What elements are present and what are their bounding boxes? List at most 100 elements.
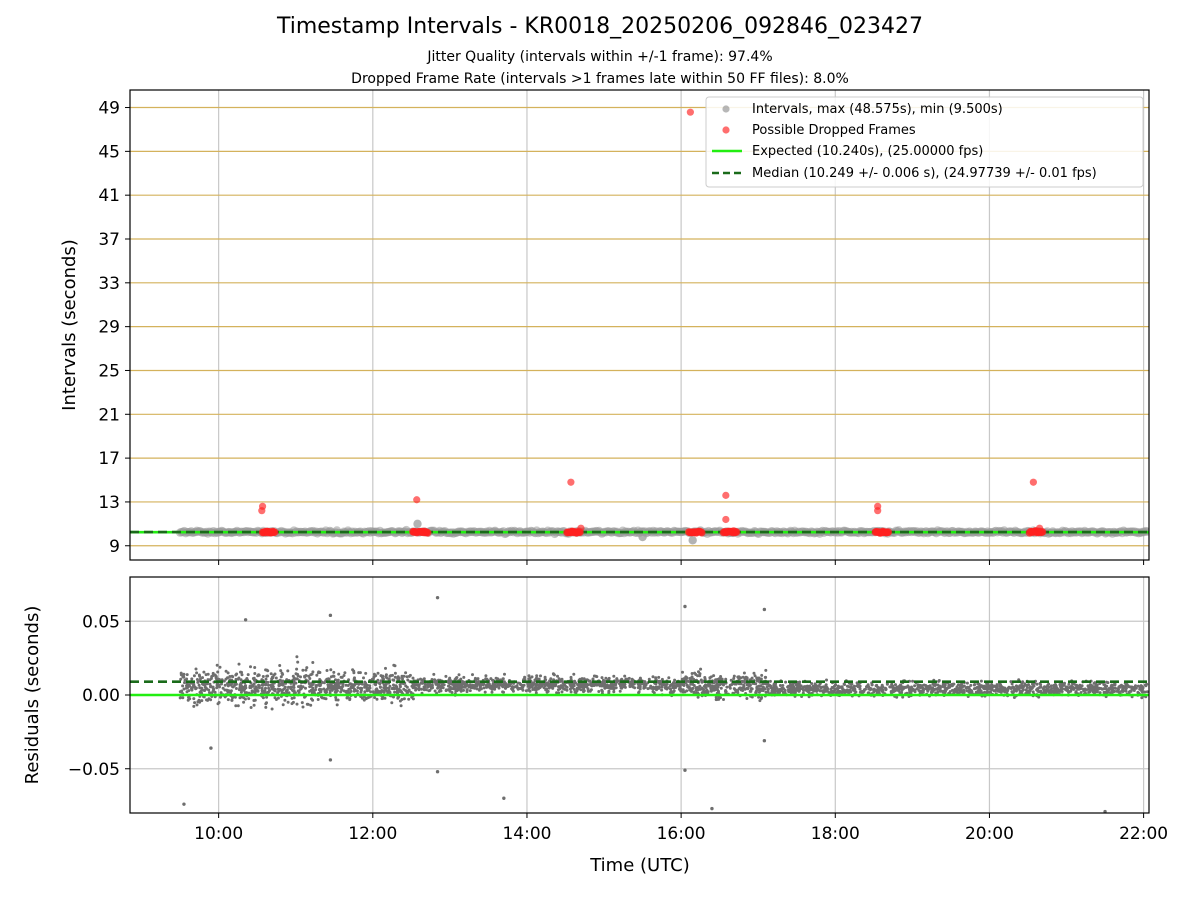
- residual-point: [985, 682, 989, 686]
- residual-point: [384, 673, 388, 677]
- residual-point: [936, 683, 940, 687]
- residual-point: [393, 690, 397, 694]
- residual-point: [388, 684, 392, 688]
- residual-point: [422, 688, 426, 692]
- residual-point: [200, 699, 204, 703]
- residual-point: [260, 689, 264, 693]
- legend-marker-intervals: [722, 105, 730, 113]
- residual-outlier-point: [209, 746, 213, 750]
- residual-point: [539, 674, 542, 678]
- residual-point: [270, 687, 274, 691]
- residual-point: [689, 677, 693, 681]
- residual-point: [296, 689, 300, 693]
- residual-point: [930, 686, 934, 690]
- residual-point: [190, 686, 194, 690]
- dropped-frame-outlier-point: [258, 507, 266, 515]
- residual-point: [215, 686, 219, 690]
- residual-point: [1045, 687, 1049, 691]
- residual-point: [459, 677, 463, 681]
- residual-point: [739, 682, 743, 686]
- residual-point: [286, 700, 290, 704]
- residual-point: [252, 676, 256, 680]
- residual-point: [755, 685, 759, 689]
- intervals-y-tick-label: 37: [98, 230, 120, 250]
- residual-point: [925, 687, 928, 691]
- residual-point: [402, 687, 406, 691]
- residual-point: [1098, 691, 1102, 695]
- residual-point: [407, 697, 411, 701]
- residual-point: [257, 686, 261, 690]
- residual-point: [200, 688, 204, 692]
- residual-point: [1141, 690, 1144, 694]
- residual-point: [737, 677, 741, 681]
- residual-point: [182, 687, 186, 691]
- residual-point: [461, 682, 465, 686]
- residual-point: [307, 682, 311, 686]
- dropped-frame-outlier-point: [567, 478, 575, 486]
- residual-point: [652, 691, 656, 695]
- residual-point: [901, 695, 905, 699]
- residual-point: [217, 683, 221, 687]
- residual-point: [795, 683, 798, 687]
- residual-point: [1143, 690, 1147, 694]
- residual-point: [551, 682, 554, 686]
- residual-point: [181, 674, 185, 678]
- residual-point: [433, 689, 437, 693]
- residual-point: [952, 689, 956, 693]
- intervals-y-tick-label: 49: [98, 99, 120, 119]
- residual-point: [401, 677, 404, 681]
- residual-point: [907, 688, 911, 691]
- residual-point: [891, 684, 895, 688]
- residual-point: [318, 684, 322, 688]
- residual-point: [823, 688, 827, 692]
- x-tick-label: 20:00: [965, 824, 1014, 844]
- residual-point: [281, 672, 285, 676]
- residual-point: [891, 687, 895, 691]
- residual-point: [569, 675, 573, 679]
- residual-point: [1079, 691, 1083, 694]
- residual-point: [235, 672, 239, 676]
- residual-point: [318, 671, 322, 674]
- residual-point: [651, 675, 655, 679]
- residual-point: [911, 679, 915, 683]
- residual-point: [490, 687, 494, 691]
- residual-point: [679, 689, 683, 693]
- residual-point: [292, 686, 296, 689]
- residual-point: [631, 685, 635, 689]
- residual-point: [568, 687, 572, 691]
- residual-point: [526, 682, 530, 686]
- residual-point: [311, 661, 315, 664]
- residual-point: [719, 675, 723, 678]
- residual-point: [602, 680, 606, 683]
- residual-point: [253, 698, 257, 702]
- residual-point: [719, 686, 723, 690]
- residual-point: [530, 675, 534, 679]
- residual-point: [463, 685, 467, 689]
- residual-point: [1095, 687, 1098, 691]
- residual-point: [485, 677, 489, 681]
- residual-point: [714, 698, 718, 702]
- residual-point: [487, 682, 491, 686]
- residual-point: [630, 677, 634, 681]
- residual-point: [363, 690, 367, 694]
- residual-point: [666, 686, 670, 690]
- dropped-frame-outlier-point: [1035, 524, 1044, 532]
- residual-point: [663, 682, 667, 686]
- residual-point: [695, 687, 699, 691]
- residual-point: [1050, 687, 1054, 690]
- residual-point: [687, 680, 691, 683]
- residual-point: [1067, 682, 1071, 686]
- residual-point: [960, 685, 964, 689]
- residual-point: [355, 689, 359, 693]
- residual-point: [699, 667, 703, 671]
- residual-point: [852, 685, 856, 689]
- residual-point: [1060, 690, 1064, 693]
- residual-point: [294, 681, 298, 685]
- residual-point: [741, 675, 745, 679]
- residual-point: [187, 689, 191, 693]
- residual-point: [1109, 684, 1113, 688]
- residual-point: [898, 685, 902, 689]
- residual-point: [193, 685, 196, 689]
- residual-point: [948, 690, 952, 694]
- residual-point: [684, 681, 688, 685]
